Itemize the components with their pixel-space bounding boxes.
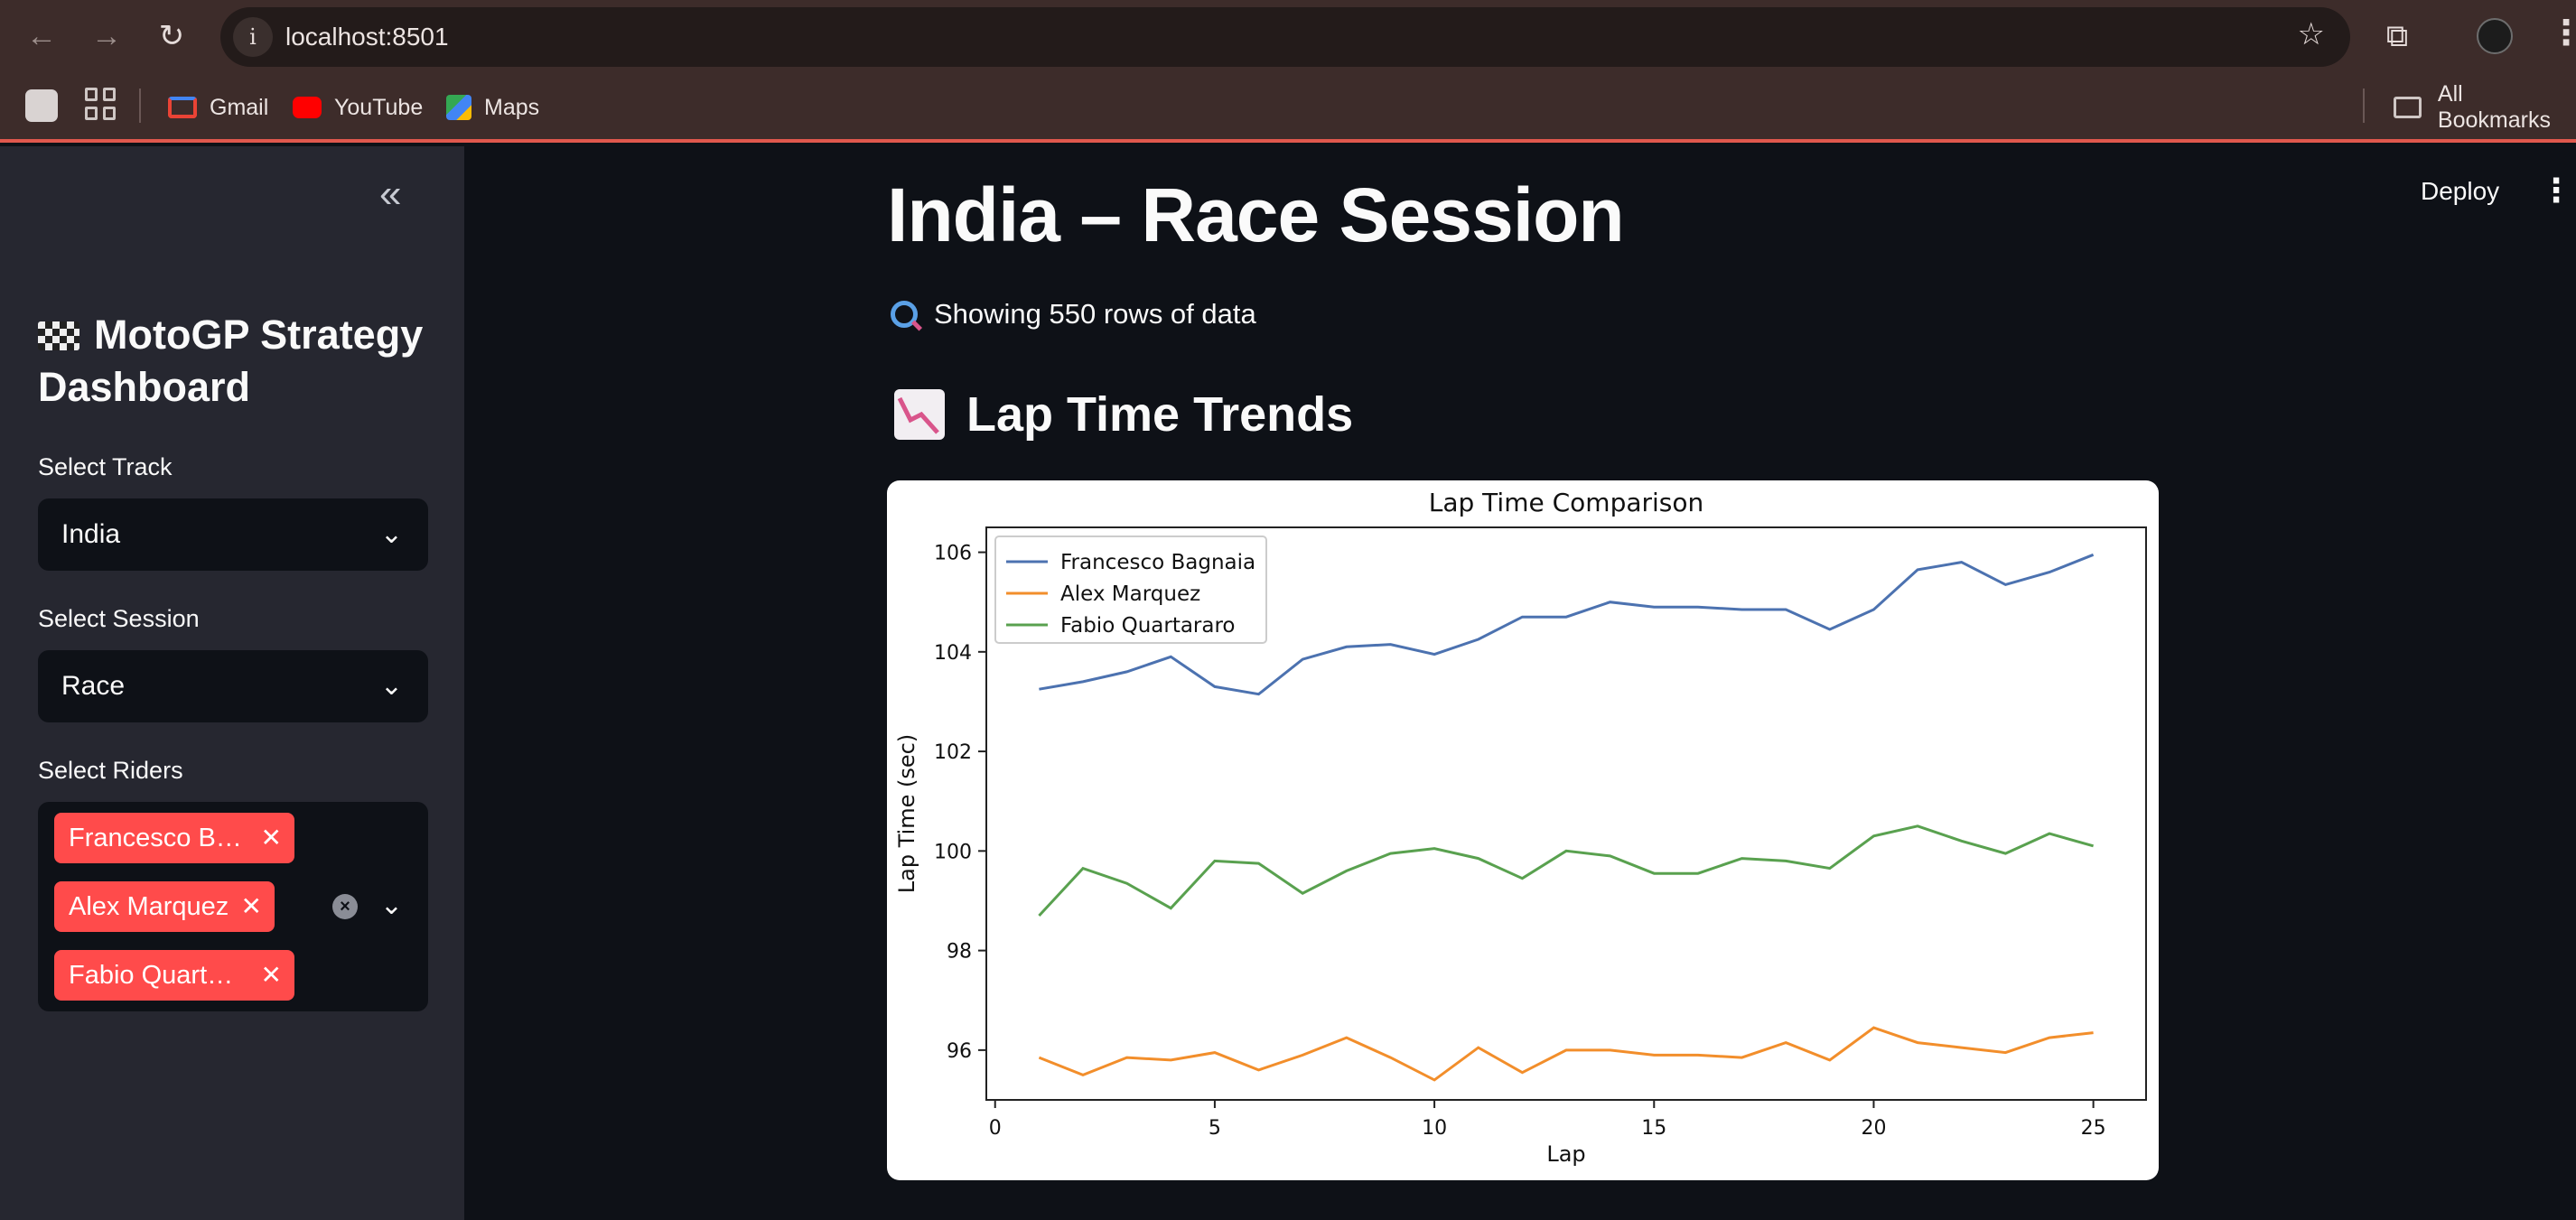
remove-tag-icon[interactable]: ✕	[260, 961, 282, 989]
remove-tag-icon[interactable]: ✕	[240, 892, 262, 920]
rider-tag[interactable]: Alex Marquez ✕	[54, 881, 275, 932]
main-menu-icon[interactable]: ⋮	[2540, 172, 2572, 209]
clear-all-icon[interactable]: ×	[332, 894, 358, 919]
series-line-2	[1038, 824, 2095, 917]
browser-menu-icon[interactable]: ⋮	[2549, 14, 2576, 52]
collapse-sidebar-icon[interactable]: «	[379, 172, 402, 216]
legend-label-0: Francesco Bagnaia	[1060, 551, 1255, 574]
x-tick-label: 10	[1422, 1117, 1447, 1140]
legend-label-1: Alex Marquez	[1060, 582, 1200, 606]
track-label: Select Track	[38, 453, 173, 480]
session-select-value: Race	[61, 671, 126, 701]
chevron-down-icon[interactable]: ⌄	[379, 890, 403, 920]
rider-tag-label: Alex Marquez	[69, 892, 229, 921]
bookmark-gmail[interactable]: Gmail	[168, 72, 268, 143]
extensions-icon[interactable]: ⧉	[2385, 18, 2409, 53]
bookmark-maps-label: Maps	[484, 94, 540, 120]
deploy-button[interactable]: Deploy	[2421, 177, 2500, 205]
forward-arrow-icon[interactable]: →	[91, 18, 122, 53]
x-tick-label: 0	[989, 1117, 1002, 1140]
rider-tag[interactable]: Francesco B… ✕	[54, 813, 294, 863]
chart-decreasing-icon	[894, 389, 945, 440]
youtube-icon	[293, 97, 322, 118]
section-heading-text: Lap Time Trends	[966, 387, 1354, 442]
apps-grid-icon[interactable]	[85, 88, 117, 120]
maps-icon	[446, 95, 471, 120]
magnifier-icon	[891, 301, 918, 328]
bookmark-youtube[interactable]: YouTube	[293, 72, 423, 143]
all-bookmarks-label: All Bookmarks	[2437, 81, 2551, 133]
rider-tag[interactable]: Fabio Quart… ✕	[54, 950, 294, 1001]
bookmark-maps[interactable]: Maps	[446, 72, 539, 143]
rider-tag-label: Francesco B…	[69, 824, 242, 852]
y-tick-label: 100	[934, 841, 972, 863]
sidebar-title-text: MotoGP Strategy Dashboard	[38, 312, 424, 410]
profile-avatar[interactable]	[2477, 18, 2513, 54]
y-tick-label: 96	[947, 1040, 972, 1063]
y-tick-label: 104	[934, 642, 972, 665]
riders-multiselect[interactable]: Francesco B… ✕ Alex Marquez ✕ Fabio Quar…	[38, 802, 428, 1011]
tab-search-icon[interactable]	[25, 89, 58, 122]
section-heading: Lap Time Trends	[894, 386, 1353, 442]
bookmark-star-icon[interactable]: ☆	[2297, 17, 2325, 51]
series-line-1	[1038, 1026, 2094, 1082]
sidebar: « MotoGP Strategy Dashboard Select Track…	[0, 146, 464, 1220]
session-label: Select Session	[38, 605, 200, 632]
series-line-0	[1039, 553, 2095, 696]
lap-time-chart: Lap Time Comparison Lap Lap Time (sec) 0 5 10…	[887, 480, 2159, 1180]
bookmark-divider	[139, 88, 141, 123]
y-tick-label: 98	[947, 941, 972, 964]
x-tick-label: 20	[1861, 1117, 1886, 1140]
plot-frame	[985, 526, 2147, 1101]
x-tick-label: 25	[2081, 1117, 2106, 1140]
bookmark-divider	[2363, 88, 2365, 123]
address-bar[interactable]: i localhost:8501 ☆	[220, 7, 2350, 67]
site-info-icon[interactable]: i	[233, 17, 273, 57]
y-tick-label: 102	[934, 741, 972, 764]
chevron-down-icon[interactable]: ⌄	[379, 671, 403, 701]
track-select-value: India	[61, 519, 121, 549]
bookmark-youtube-label: YouTube	[334, 94, 424, 120]
x-tick-label: 15	[1641, 1117, 1666, 1140]
track-select[interactable]: India ⌄	[38, 498, 428, 571]
back-arrow-icon[interactable]: ←	[26, 18, 57, 53]
legend-label-2: Fabio Quartararo	[1060, 614, 1236, 638]
rows-info: Showing 550 rows of data	[891, 298, 1256, 331]
url-text[interactable]: localhost:8501	[285, 23, 449, 51]
all-bookmarks-button[interactable]: All Bookmarks	[2394, 72, 2576, 143]
reload-icon[interactable]: ↻	[158, 19, 185, 53]
riders-label: Select Riders	[38, 757, 183, 784]
checkered-flag-icon	[38, 321, 79, 350]
session-select[interactable]: Race ⌄	[38, 650, 428, 722]
rider-tag-label: Fabio Quart…	[69, 961, 234, 990]
folder-icon	[2394, 97, 2422, 118]
y-axis-label: Lap Time (sec)	[894, 734, 919, 894]
chevron-down-icon[interactable]: ⌄	[379, 519, 403, 549]
chart-title: Lap Time Comparison	[1429, 488, 1704, 517]
rows-info-text: Showing 550 rows of data	[934, 298, 1256, 330]
x-axis-label: Lap	[1546, 1141, 1585, 1167]
bookmarks-bar: Gmail YouTube Maps All Bookmarks	[0, 72, 2576, 143]
x-tick-label: 5	[1209, 1117, 1221, 1140]
sidebar-title: MotoGP Strategy Dashboard	[38, 309, 435, 414]
page-title: India – Race Session	[887, 172, 1625, 257]
bookmark-gmail-label: Gmail	[210, 94, 269, 120]
browser-toolbar: ← → ↻ i localhost:8501 ☆ ⧉ ⋮	[0, 0, 2576, 72]
legend-box	[994, 535, 1267, 644]
gmail-icon	[168, 97, 197, 118]
remove-tag-icon[interactable]: ✕	[260, 824, 282, 852]
chart-svg: Lap Time Comparison Lap Lap Time (sec) 0 5 10…	[894, 488, 2147, 1167]
y-tick-label: 106	[934, 543, 972, 565]
